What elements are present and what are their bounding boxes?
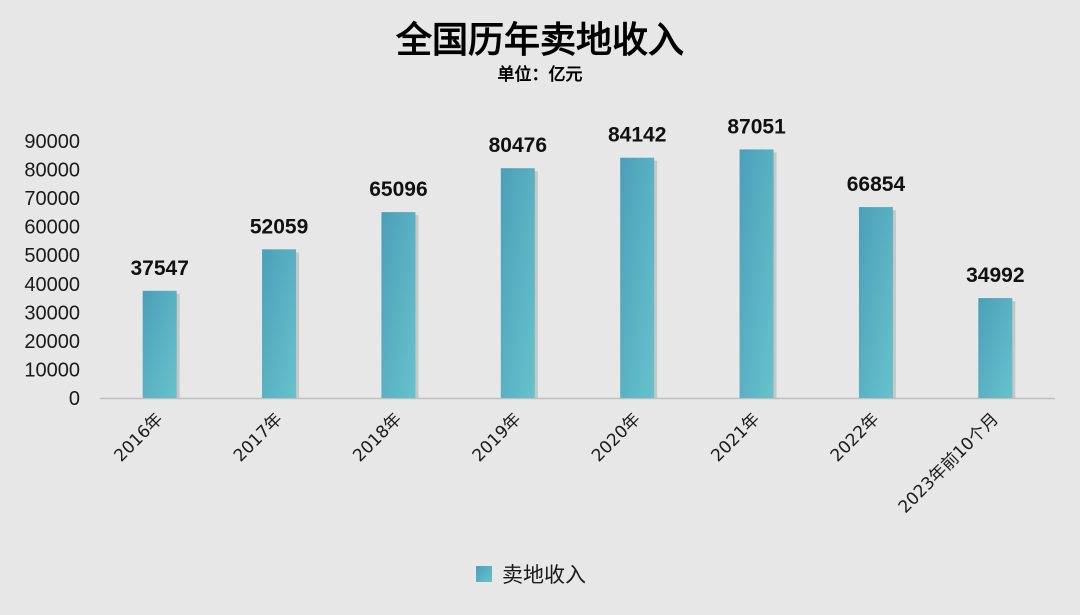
data-label: 65096 [369, 178, 427, 201]
y-tick-label: 60000 [24, 217, 80, 239]
x-axis-ticks: 2016年 2017年 2018年 2019年 2020年 2021年 2022年 2023年… [110, 409, 1002, 517]
bar [142, 290, 177, 398]
data-label: 84142 [608, 124, 666, 147]
data-label: 80476 [489, 134, 547, 157]
x-tick-label: 2020年 [588, 409, 645, 466]
x-tick-label: 2016年 [110, 409, 167, 466]
y-tick-label: 20000 [24, 331, 80, 353]
y-tick-label: 10000 [24, 359, 80, 381]
legend: 卖地收入 [476, 563, 586, 587]
legend-swatch [476, 566, 492, 582]
x-tick-label: 2019年 [469, 409, 526, 466]
bar [620, 157, 655, 398]
data-label: 66854 [847, 173, 906, 196]
x-tick-label: 2017年 [230, 409, 287, 466]
data-labels-group: 37547 52059 65096 80476 84142 87051 66854 34992 [130, 115, 1024, 287]
bar [500, 168, 535, 398]
y-tick-label: 90000 [24, 131, 80, 153]
x-tick-label: 2022年 [827, 409, 884, 466]
bar [262, 249, 297, 398]
legend-label: 卖地收入 [502, 563, 586, 587]
y-axis-ticks: 0 10000 20000 30000 40000 50000 60000 70000 8000… [24, 131, 80, 410]
chart-subtitle: 单位：亿元 [498, 64, 583, 85]
data-label: 34992 [966, 264, 1024, 287]
y-tick-label: 0 [69, 388, 80, 410]
y-tick-label: 50000 [24, 245, 80, 267]
x-tick-label: 2021年 [707, 409, 764, 466]
data-label: 52059 [250, 215, 308, 238]
x-tick-label: 2023年前10个月 [895, 409, 1003, 517]
y-tick-label: 80000 [24, 160, 80, 182]
bar [858, 207, 893, 398]
x-tick-label: 2018年 [349, 409, 406, 466]
bar [739, 149, 774, 398]
data-label: 87051 [727, 115, 786, 138]
data-label: 37547 [130, 257, 188, 280]
y-tick-label: 30000 [24, 302, 80, 324]
bars-group [142, 149, 1016, 398]
chart-title: 全国历年卖地收入 [395, 19, 684, 61]
bar [381, 212, 416, 398]
y-tick-label: 40000 [24, 274, 80, 296]
bar [978, 298, 1013, 398]
y-tick-label: 70000 [24, 188, 80, 210]
